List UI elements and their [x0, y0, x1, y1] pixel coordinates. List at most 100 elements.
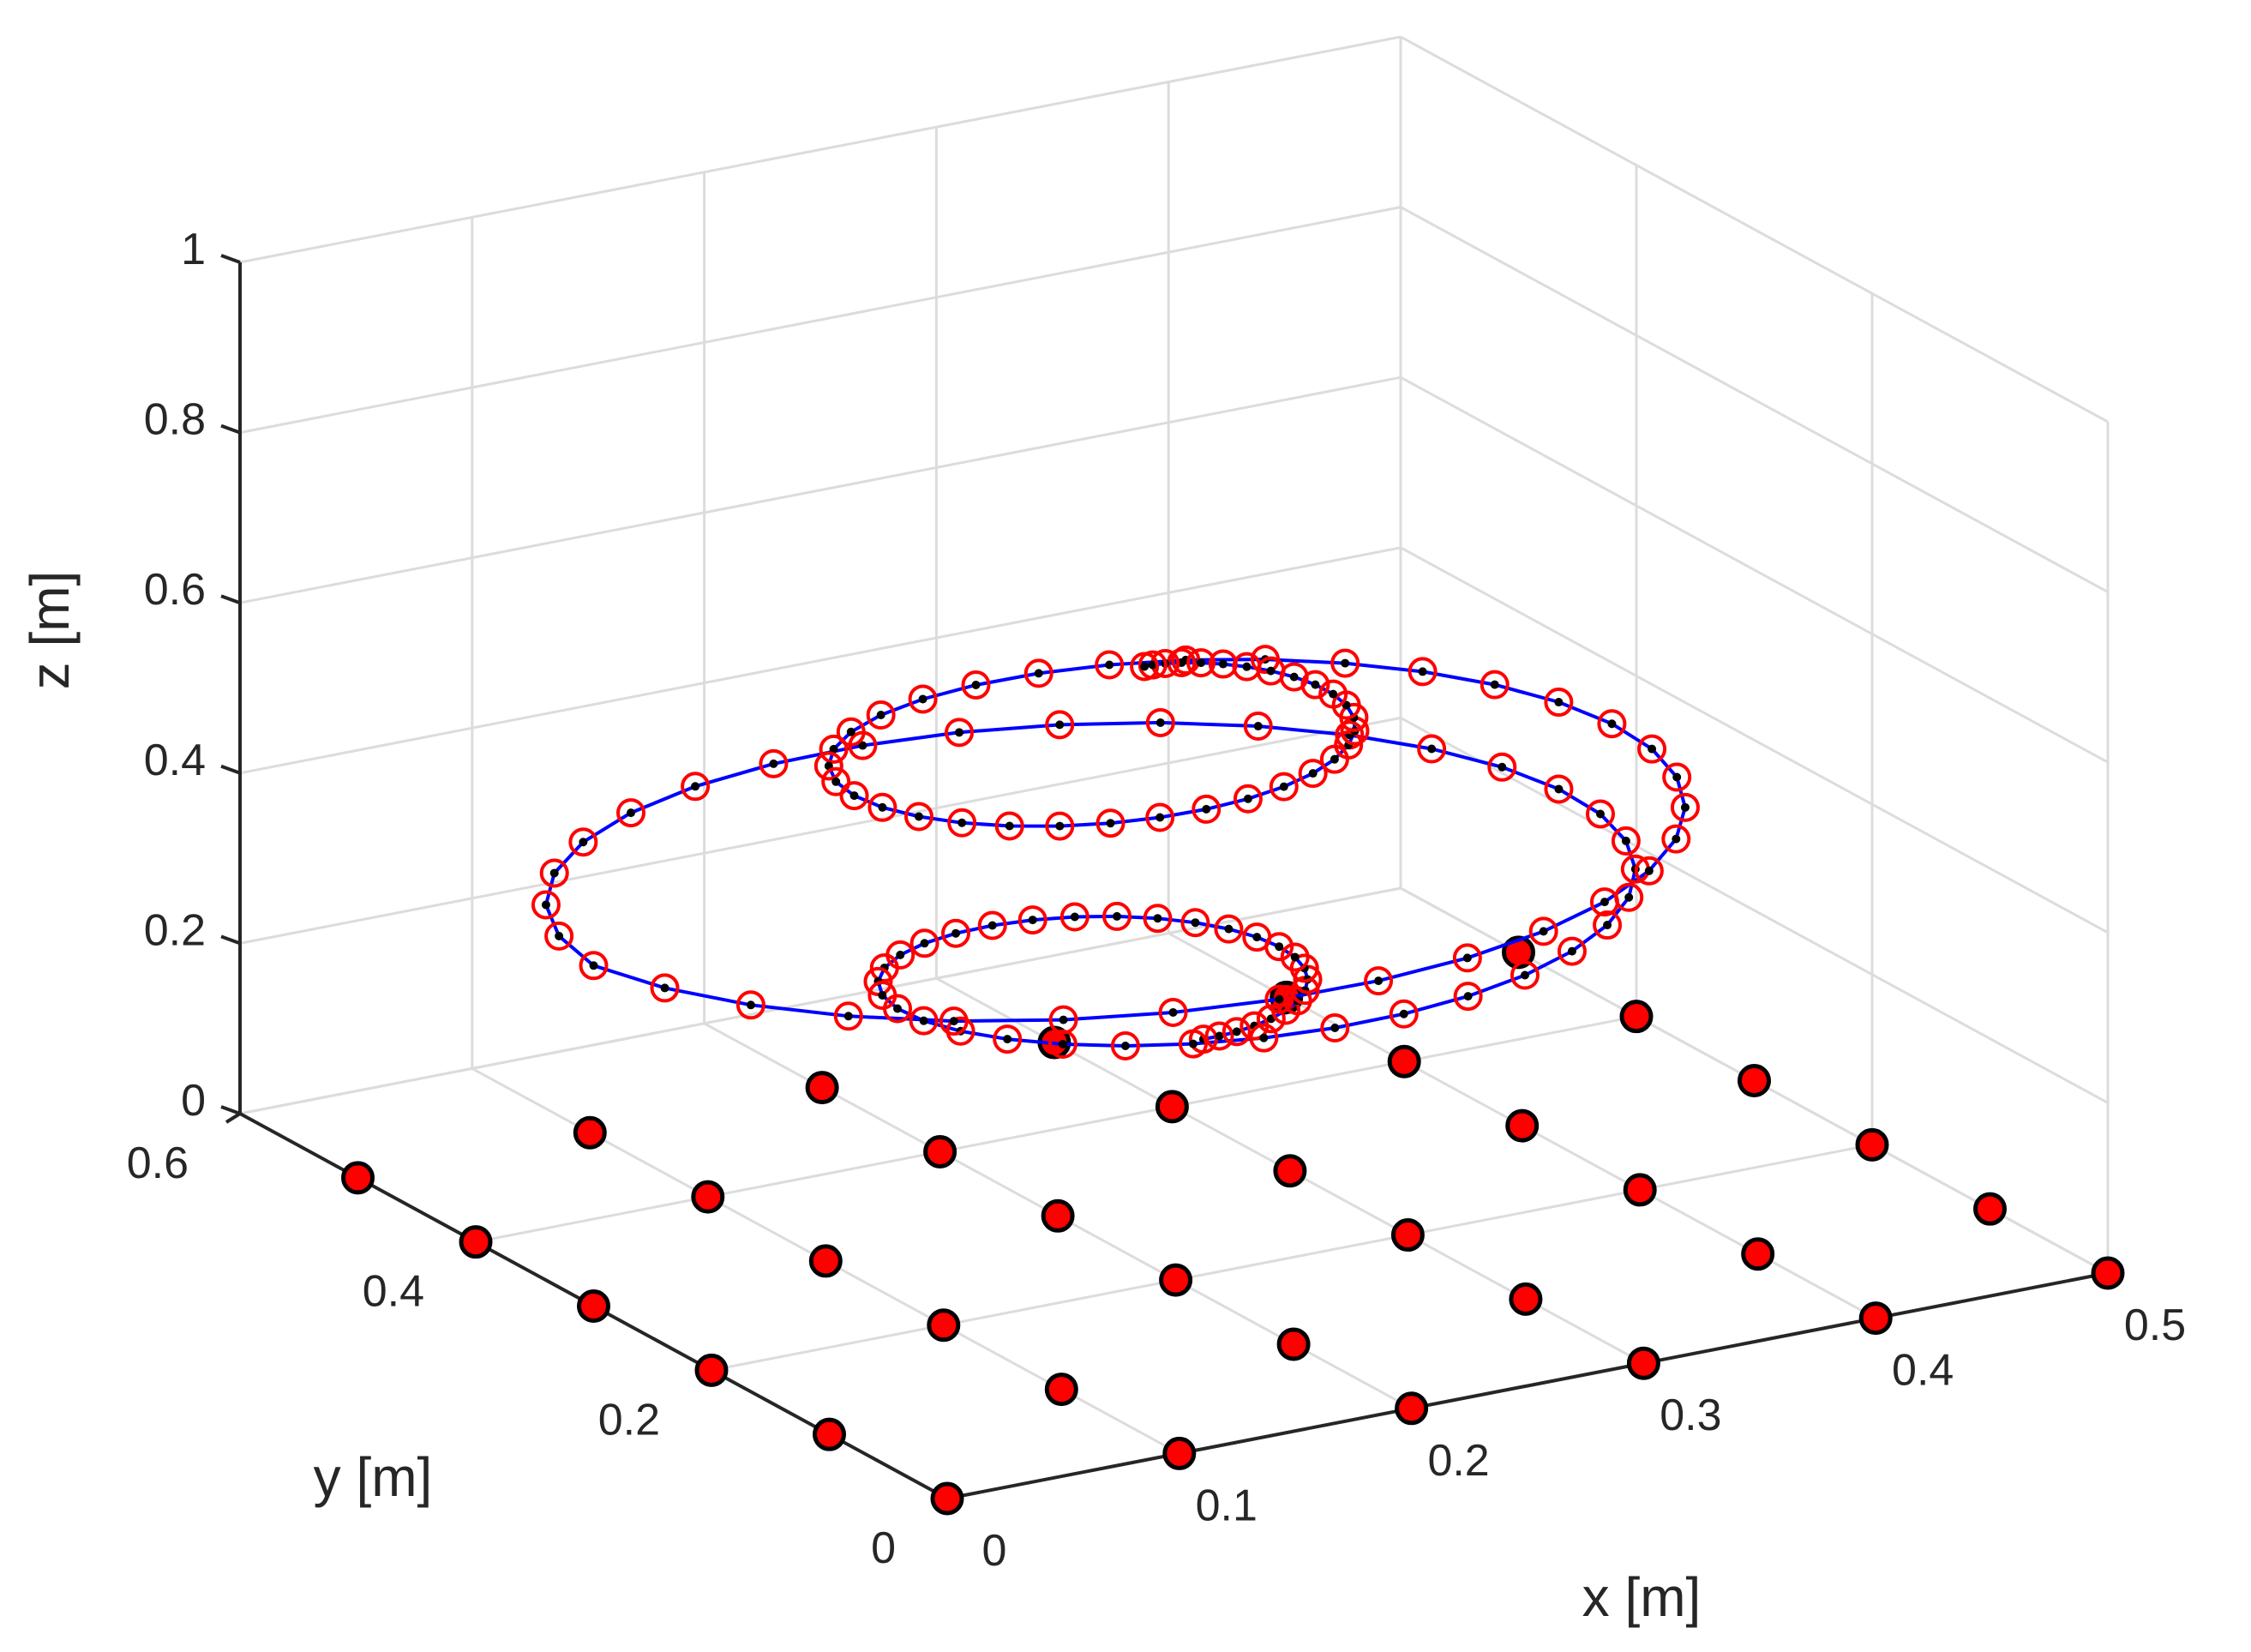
trajectory-marker	[994, 811, 1024, 841]
ground-point	[808, 1244, 843, 1278]
trajectory-sample	[878, 990, 887, 1000]
ground-point	[1162, 1436, 1197, 1470]
side-wall-grid-line	[1400, 206, 2109, 593]
trajectory-sample	[849, 791, 859, 801]
ground-point	[930, 1481, 964, 1516]
trajectory-sample	[1168, 1007, 1178, 1017]
ground-point	[691, 1180, 725, 1214]
trajectory-sample	[1607, 719, 1617, 729]
back-wall-grid-line	[239, 375, 1402, 604]
trajectory-sample	[579, 838, 588, 847]
trajectory-sample	[1427, 744, 1437, 754]
trajectory-marker	[1095, 808, 1126, 838]
trajectory-marker	[1662, 762, 1692, 792]
trajectory-marker	[947, 808, 977, 838]
trajectory-sample	[660, 983, 669, 993]
trajectory-sample	[1243, 794, 1252, 803]
tick-labels: 0 0.1 0.2 0.3 0.4 0.5 0 0.2 0.4 0.6 0 0.2 0.4 0.6 0.8 1	[127, 225, 2186, 1576]
x-tick-label: 0	[982, 1526, 1007, 1576]
trajectory-layer	[531, 645, 1700, 1060]
trajectory-marker	[1330, 648, 1360, 678]
trajectory-sample	[541, 900, 550, 910]
trajectory-sample	[1005, 821, 1014, 831]
trajectory-marker	[1661, 824, 1691, 854]
trajectory-sample	[1055, 720, 1065, 730]
ground-point	[1505, 1108, 1540, 1143]
trajectory-sample	[1059, 1015, 1068, 1024]
trajectory-marker	[1417, 734, 1447, 764]
trajectory-marker	[1597, 709, 1627, 739]
trajectory-sample	[1232, 1027, 1241, 1036]
trajectory-marker	[544, 921, 574, 951]
trajectory-marker	[1593, 910, 1623, 940]
trajectory-sample	[555, 931, 564, 940]
trajectory-sample	[1289, 672, 1299, 682]
ground-point	[1273, 1154, 1307, 1188]
trajectory-sample	[1259, 1033, 1269, 1042]
ground-point	[1044, 1373, 1078, 1407]
trajectory-marker	[1045, 710, 1075, 740]
trajectory-sample	[1341, 658, 1350, 668]
z-tick-label: 1	[181, 225, 206, 274]
ground-point	[805, 1071, 839, 1105]
y-axis-tick	[225, 1112, 242, 1124]
trajectory-sample	[914, 812, 923, 821]
ground-point	[459, 1225, 493, 1259]
ground-point	[1502, 935, 1535, 970]
trajectory-sample	[957, 818, 967, 827]
trajectory-sample	[769, 759, 778, 768]
trajectory-marker	[941, 918, 971, 948]
trajectory-sample	[846, 727, 855, 736]
trajectory-marker	[945, 718, 975, 748]
trajectory-sample	[1252, 933, 1262, 942]
trajectory-marker	[909, 928, 939, 958]
trajectory-sample	[920, 939, 929, 948]
trajectory-marker	[650, 973, 680, 1003]
trajectory-sample	[1329, 689, 1338, 699]
trajectory-marker	[833, 1001, 863, 1031]
trajectory-marker	[1334, 730, 1364, 760]
trajectory-sample	[1156, 718, 1165, 727]
trajectory-marker	[836, 717, 866, 747]
trajectory-sample	[1680, 802, 1690, 812]
z-tick-label: 0	[181, 1076, 206, 1126]
trajectory-marker	[1214, 914, 1244, 944]
trajectory-sample	[1672, 772, 1682, 782]
trajectory-marker	[866, 700, 896, 730]
ground-point	[1738, 1064, 1771, 1097]
ground-point	[694, 1353, 729, 1387]
trajectory-marker	[1589, 887, 1619, 917]
trajectory-sample	[1624, 892, 1634, 902]
trajectory-marker	[1611, 826, 1641, 856]
trajectory-sample	[1672, 834, 1681, 844]
x-tick-label: 0.4	[1892, 1346, 1954, 1396]
ground-point	[813, 1417, 846, 1451]
trajectory-marker	[869, 952, 899, 982]
trajectory-sample	[1202, 804, 1211, 814]
trajectory-marker	[1389, 999, 1419, 1029]
z-axis-tick	[220, 424, 241, 435]
ground-point	[1623, 1173, 1657, 1207]
trajectory-marker	[1585, 799, 1615, 829]
ground-point	[1159, 1263, 1193, 1297]
side-wall-grid-line	[1400, 717, 2109, 1104]
trajectory-marker	[909, 1006, 939, 1036]
ground-point	[1626, 1346, 1660, 1380]
trajectory-sample	[955, 728, 964, 737]
y-axis-title: y [m]	[314, 1446, 433, 1508]
ground-point	[1395, 1391, 1429, 1426]
y-tick-label: 0	[871, 1523, 896, 1573]
trajectory-marker	[1192, 794, 1222, 824]
trajectory-sample	[1290, 952, 1300, 962]
ground-point	[577, 1289, 610, 1323]
trajectory-marker	[759, 748, 789, 778]
trajectory-marker	[1110, 1030, 1140, 1060]
trajectory-sample	[893, 1004, 903, 1013]
trajectory-sample	[858, 741, 867, 750]
trajectory-sample	[918, 694, 927, 704]
ground-point	[341, 1161, 375, 1195]
trajectory-sample	[987, 921, 997, 930]
trajectory-sample	[1113, 911, 1122, 921]
trajectory-sample	[1224, 924, 1234, 934]
trajectory-marker	[1059, 902, 1089, 932]
